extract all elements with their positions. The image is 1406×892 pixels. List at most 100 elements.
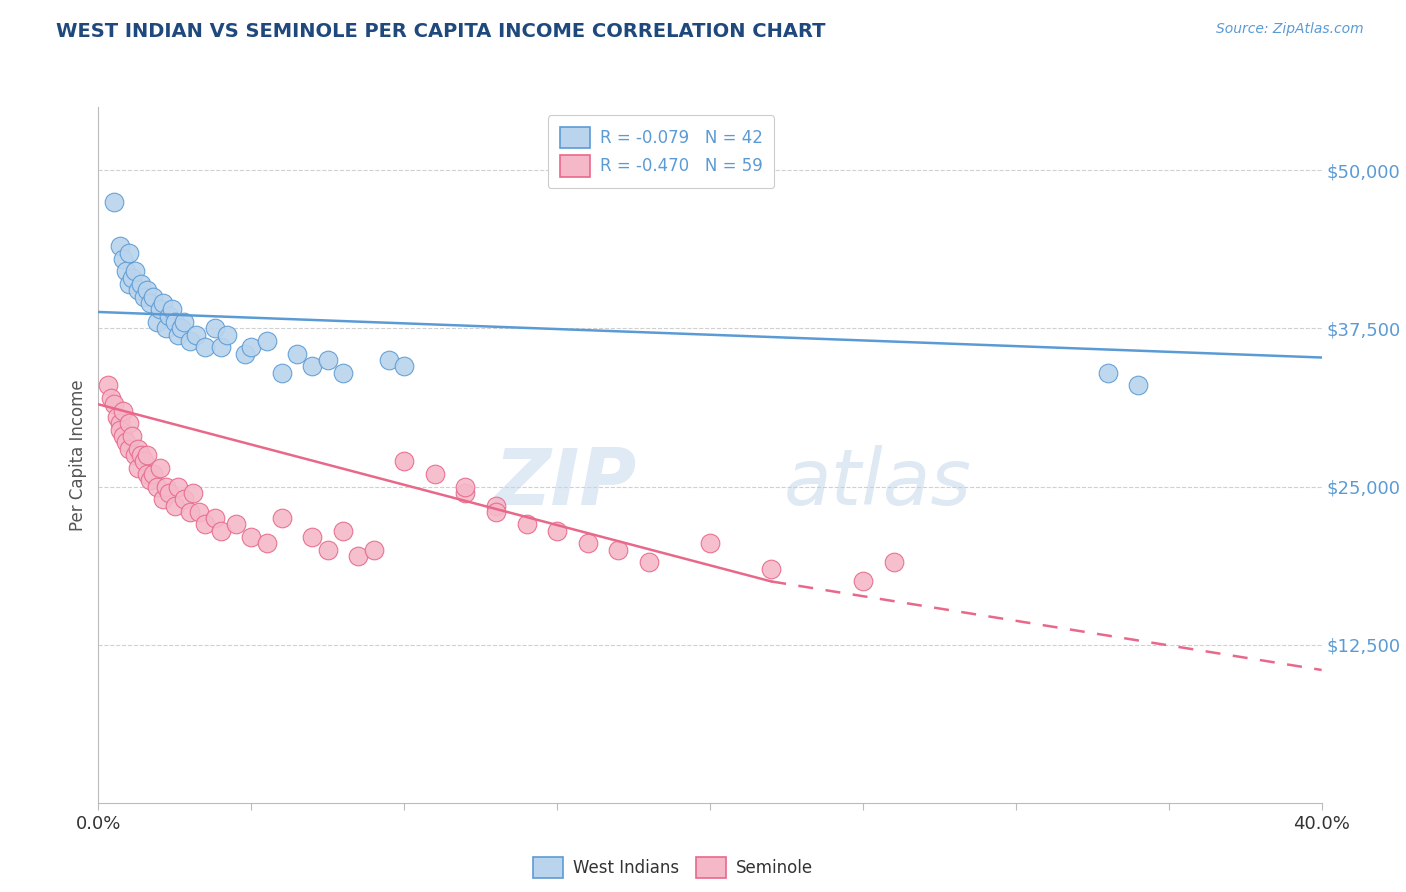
Point xyxy=(136,467,159,481)
Point xyxy=(163,315,186,329)
Point xyxy=(111,403,134,417)
Point xyxy=(121,270,143,285)
Point xyxy=(103,194,125,209)
Point xyxy=(129,448,152,462)
Point xyxy=(332,524,354,538)
Point xyxy=(145,479,167,493)
Point xyxy=(136,284,159,298)
Point xyxy=(576,536,599,550)
Point xyxy=(139,296,162,310)
Point xyxy=(149,302,172,317)
Point xyxy=(316,542,339,557)
Point xyxy=(209,524,232,538)
Point xyxy=(256,536,278,550)
Text: atlas: atlas xyxy=(783,445,972,521)
Point xyxy=(108,423,131,437)
Point xyxy=(285,347,308,361)
Point xyxy=(209,340,232,354)
Point xyxy=(105,409,128,424)
Point xyxy=(699,536,721,550)
Point xyxy=(194,517,217,532)
Point xyxy=(485,505,508,519)
Point xyxy=(152,492,174,507)
Point xyxy=(1128,378,1150,392)
Legend: West Indians, Seminole: West Indians, Seminole xyxy=(527,850,820,885)
Point xyxy=(134,454,156,468)
Point xyxy=(883,556,905,570)
Point xyxy=(347,549,370,563)
Point xyxy=(170,321,193,335)
Point xyxy=(157,486,180,500)
Point xyxy=(127,442,149,456)
Point xyxy=(142,290,165,304)
Point xyxy=(157,309,180,323)
Point xyxy=(111,252,134,266)
Point xyxy=(115,435,138,450)
Point xyxy=(485,499,508,513)
Point xyxy=(225,517,247,532)
Point xyxy=(215,327,238,342)
Point xyxy=(301,530,323,544)
Point xyxy=(316,353,339,368)
Point xyxy=(270,366,292,380)
Point xyxy=(127,460,149,475)
Point xyxy=(118,442,141,456)
Point xyxy=(204,511,226,525)
Point xyxy=(108,417,131,431)
Point xyxy=(204,321,226,335)
Point xyxy=(97,378,120,392)
Point xyxy=(118,417,141,431)
Point xyxy=(301,359,323,374)
Point xyxy=(121,429,143,443)
Point xyxy=(115,264,138,278)
Point xyxy=(111,429,134,443)
Point xyxy=(179,334,201,348)
Point xyxy=(134,290,156,304)
Point xyxy=(139,473,162,487)
Point xyxy=(607,542,630,557)
Point xyxy=(256,334,278,348)
Point xyxy=(363,542,385,557)
Point xyxy=(136,448,159,462)
Point xyxy=(423,467,446,481)
Point xyxy=(152,296,174,310)
Point xyxy=(100,391,122,405)
Point xyxy=(118,277,141,292)
Point xyxy=(167,479,190,493)
Point xyxy=(179,505,201,519)
Point xyxy=(454,479,477,493)
Point xyxy=(516,517,538,532)
Point xyxy=(186,327,208,342)
Point xyxy=(118,245,141,260)
Point xyxy=(233,347,256,361)
Point xyxy=(270,511,292,525)
Text: WEST INDIAN VS SEMINOLE PER CAPITA INCOME CORRELATION CHART: WEST INDIAN VS SEMINOLE PER CAPITA INCOM… xyxy=(56,22,825,41)
Point xyxy=(124,264,146,278)
Point xyxy=(392,454,416,468)
Point xyxy=(332,366,354,380)
Point xyxy=(149,460,172,475)
Point xyxy=(108,239,131,253)
Point xyxy=(240,530,263,544)
Point xyxy=(188,505,211,519)
Point xyxy=(127,284,149,298)
Text: Source: ZipAtlas.com: Source: ZipAtlas.com xyxy=(1216,22,1364,37)
Y-axis label: Per Capita Income: Per Capita Income xyxy=(69,379,87,531)
Point xyxy=(181,486,204,500)
Point xyxy=(145,315,167,329)
Point xyxy=(155,321,177,335)
Point xyxy=(124,448,146,462)
Point xyxy=(392,359,416,374)
Point xyxy=(167,327,190,342)
Point xyxy=(378,353,401,368)
Point xyxy=(173,492,195,507)
Point xyxy=(1097,366,1119,380)
Point xyxy=(546,524,568,538)
Point xyxy=(129,277,152,292)
Point xyxy=(852,574,875,589)
Point xyxy=(103,397,125,411)
Point xyxy=(163,499,186,513)
Point xyxy=(160,302,183,317)
Point xyxy=(194,340,217,354)
Point xyxy=(240,340,263,354)
